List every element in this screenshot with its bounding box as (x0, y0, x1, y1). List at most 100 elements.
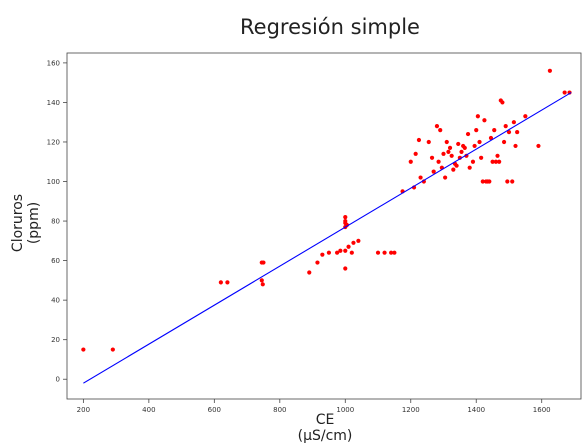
data-point (454, 163, 459, 168)
x-tick-label: 400 (142, 406, 155, 414)
data-point (307, 270, 312, 275)
data-point (547, 68, 552, 73)
y-tick-label: 120 (47, 138, 60, 146)
x-axis-label-line2: (µS/cm) (298, 428, 353, 444)
y-tick-label: 0 (56, 376, 60, 384)
data-point (456, 141, 461, 147)
data-point (375, 250, 381, 255)
x-tick-label: 1600 (533, 406, 551, 414)
x-tick-label: 1400 (467, 406, 485, 414)
data-point (449, 153, 454, 158)
data-point (261, 260, 266, 265)
data-point (490, 159, 495, 164)
data-point (81, 347, 86, 352)
data-point (218, 280, 223, 285)
data-point (349, 250, 354, 255)
data-point (343, 248, 348, 253)
data-point (474, 128, 479, 133)
data-point (326, 250, 332, 255)
data-point (426, 139, 431, 145)
data-point (506, 129, 512, 135)
x-tick-label: 600 (208, 406, 221, 414)
data-point (225, 280, 230, 285)
data-point (470, 159, 476, 164)
data-point (451, 167, 456, 172)
data-point (346, 244, 351, 249)
data-point (513, 143, 518, 149)
data-point (431, 169, 436, 174)
data-point (413, 151, 418, 156)
data-point (447, 145, 453, 151)
data-point (467, 165, 472, 170)
x-axis-label-line1: CE (316, 412, 335, 428)
data-point (392, 250, 397, 255)
data-point (477, 139, 482, 145)
data-point (356, 238, 361, 243)
data-point (505, 179, 510, 184)
data-point (438, 128, 443, 133)
data-point (462, 145, 467, 151)
data-point (343, 266, 348, 271)
data-point (338, 248, 343, 253)
y-tick-label: 40 (51, 297, 60, 305)
data-point (259, 278, 264, 283)
data-point (320, 252, 325, 257)
data-point (260, 282, 265, 287)
x-tick-label: 200 (77, 406, 90, 414)
data-point (523, 114, 528, 119)
data-point (480, 179, 485, 184)
data-point (389, 250, 394, 255)
data-point (459, 149, 464, 154)
data-point (334, 250, 340, 255)
regression-line (83, 92, 572, 384)
data-point (510, 179, 515, 184)
data-point (408, 159, 413, 164)
data-point (479, 155, 484, 160)
data-point (511, 120, 516, 125)
data-point (315, 260, 320, 265)
data-point (441, 151, 446, 156)
y-tick-label: 160 (47, 59, 60, 67)
data-point (351, 240, 356, 245)
data-point (443, 175, 448, 180)
x-tick-label: 1200 (402, 406, 420, 414)
data-point (418, 175, 423, 180)
plot-area (66, 52, 582, 400)
data-point (444, 139, 449, 145)
x-tick-label: 800 (273, 406, 286, 414)
regression-line-layer (83, 92, 572, 384)
y-tick-label: 140 (47, 99, 60, 107)
data-point (434, 124, 440, 129)
chart-title: Regresión simple (240, 15, 420, 39)
y-axis-label: Cloruros (ppm) (10, 194, 42, 252)
data-points (81, 68, 572, 352)
y-axis-ticks: 0 20 40 60 80 100 120 140 160 (47, 59, 67, 384)
x-axis-ticks: 200 400 600 800 1000 1200 1400 1600 (77, 399, 551, 414)
data-point (110, 347, 115, 352)
x-tick-label: 1000 (336, 406, 354, 414)
data-point (495, 153, 500, 158)
data-point (492, 128, 497, 133)
data-point (382, 250, 387, 255)
data-point (482, 118, 487, 123)
data-point (465, 131, 471, 137)
data-point (472, 143, 477, 149)
data-point (475, 114, 480, 119)
data-point (343, 215, 348, 220)
data-point (429, 155, 435, 160)
data-point (562, 90, 567, 95)
y-tick-label: 80 (51, 218, 60, 226)
data-point (515, 129, 520, 135)
data-point (536, 143, 541, 149)
data-point (497, 159, 502, 164)
y-axis-label-line1: Cloruros (10, 194, 26, 252)
data-point (436, 159, 441, 164)
data-point (343, 218, 348, 224)
data-point (446, 149, 451, 154)
data-point (493, 159, 498, 164)
data-point (416, 137, 422, 143)
data-point (500, 100, 505, 105)
y-axis-label-line2: (ppm) (26, 202, 42, 244)
y-tick-label: 60 (51, 257, 60, 265)
